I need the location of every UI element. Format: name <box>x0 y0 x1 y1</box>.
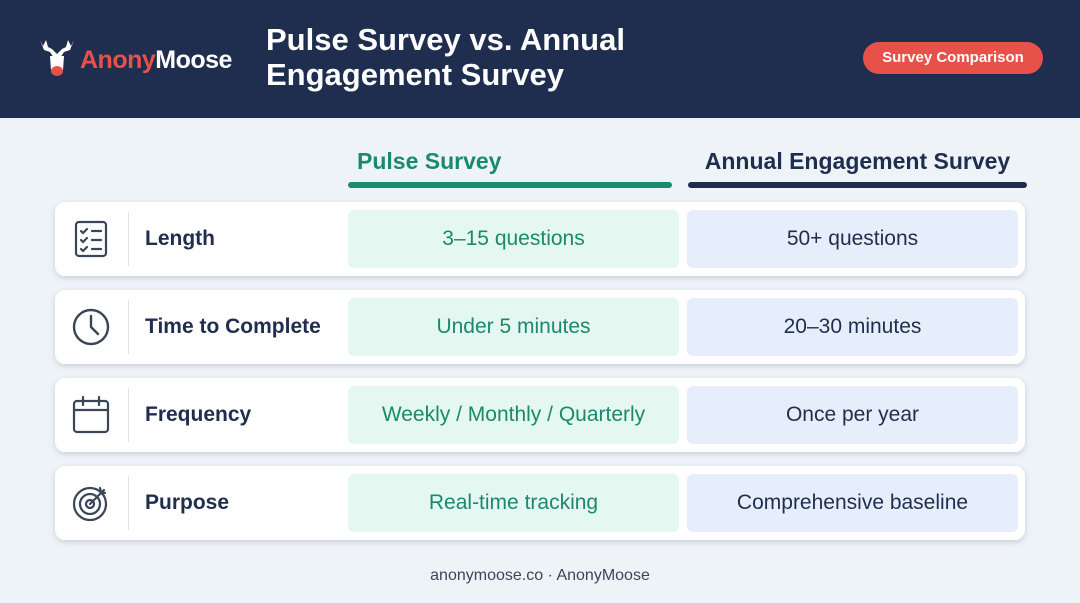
row-card: Time to Complete Under 5 minutes 20–30 m… <box>55 290 1025 364</box>
brand-second: Moose <box>155 46 232 74</box>
divider <box>128 388 129 442</box>
icon-checklist <box>74 220 108 258</box>
icon-target <box>72 486 108 522</box>
annual-cell: Comprehensive baseline <box>687 474 1018 532</box>
column-underline <box>348 182 672 188</box>
row-label: Length <box>145 227 215 250</box>
row-label: Time to Complete <box>145 315 321 338</box>
pulse-cell: Under 5 minutes <box>348 298 679 356</box>
row-card: Length 3–15 questions 50+ questions <box>55 202 1025 276</box>
annual-cell: Once per year <box>687 386 1018 444</box>
divider <box>128 300 129 354</box>
pulse-cell: Real-time tracking <box>348 474 679 532</box>
icon-calendar <box>72 395 110 434</box>
badge: Survey Comparison <box>863 42 1043 74</box>
title: Pulse Survey vs. Annual Engagement Surve… <box>266 22 625 92</box>
annual-cell: 20–30 minutes <box>687 298 1018 356</box>
row-card: Purpose Real-time tracking Comprehensive… <box>55 466 1025 540</box>
brand: AnonyMoose <box>80 46 232 75</box>
annual-cell: 50+ questions <box>687 210 1018 268</box>
header: AnonyMoose Pulse Survey vs. Annual Engag… <box>0 0 1080 118</box>
row-card: Frequency Weekly / Monthly / Quarterly O… <box>55 378 1025 452</box>
divider <box>128 212 129 266</box>
icon-clock <box>72 308 110 346</box>
brand-first: Anony <box>80 46 156 74</box>
row-label: Frequency <box>145 403 252 426</box>
divider <box>128 476 129 530</box>
column-underline <box>688 182 1027 188</box>
pulse-cell: 3–15 questions <box>348 210 679 268</box>
pulse-cell: Weekly / Monthly / Quarterly <box>348 386 679 444</box>
footer: anonymoose.co · AnonyMoose <box>430 567 650 584</box>
logo-icon <box>40 40 74 76</box>
column-header: Annual Engagement Survey <box>704 148 1011 174</box>
row-label: Purpose <box>145 491 230 514</box>
column-header: Pulse Survey <box>357 148 502 174</box>
